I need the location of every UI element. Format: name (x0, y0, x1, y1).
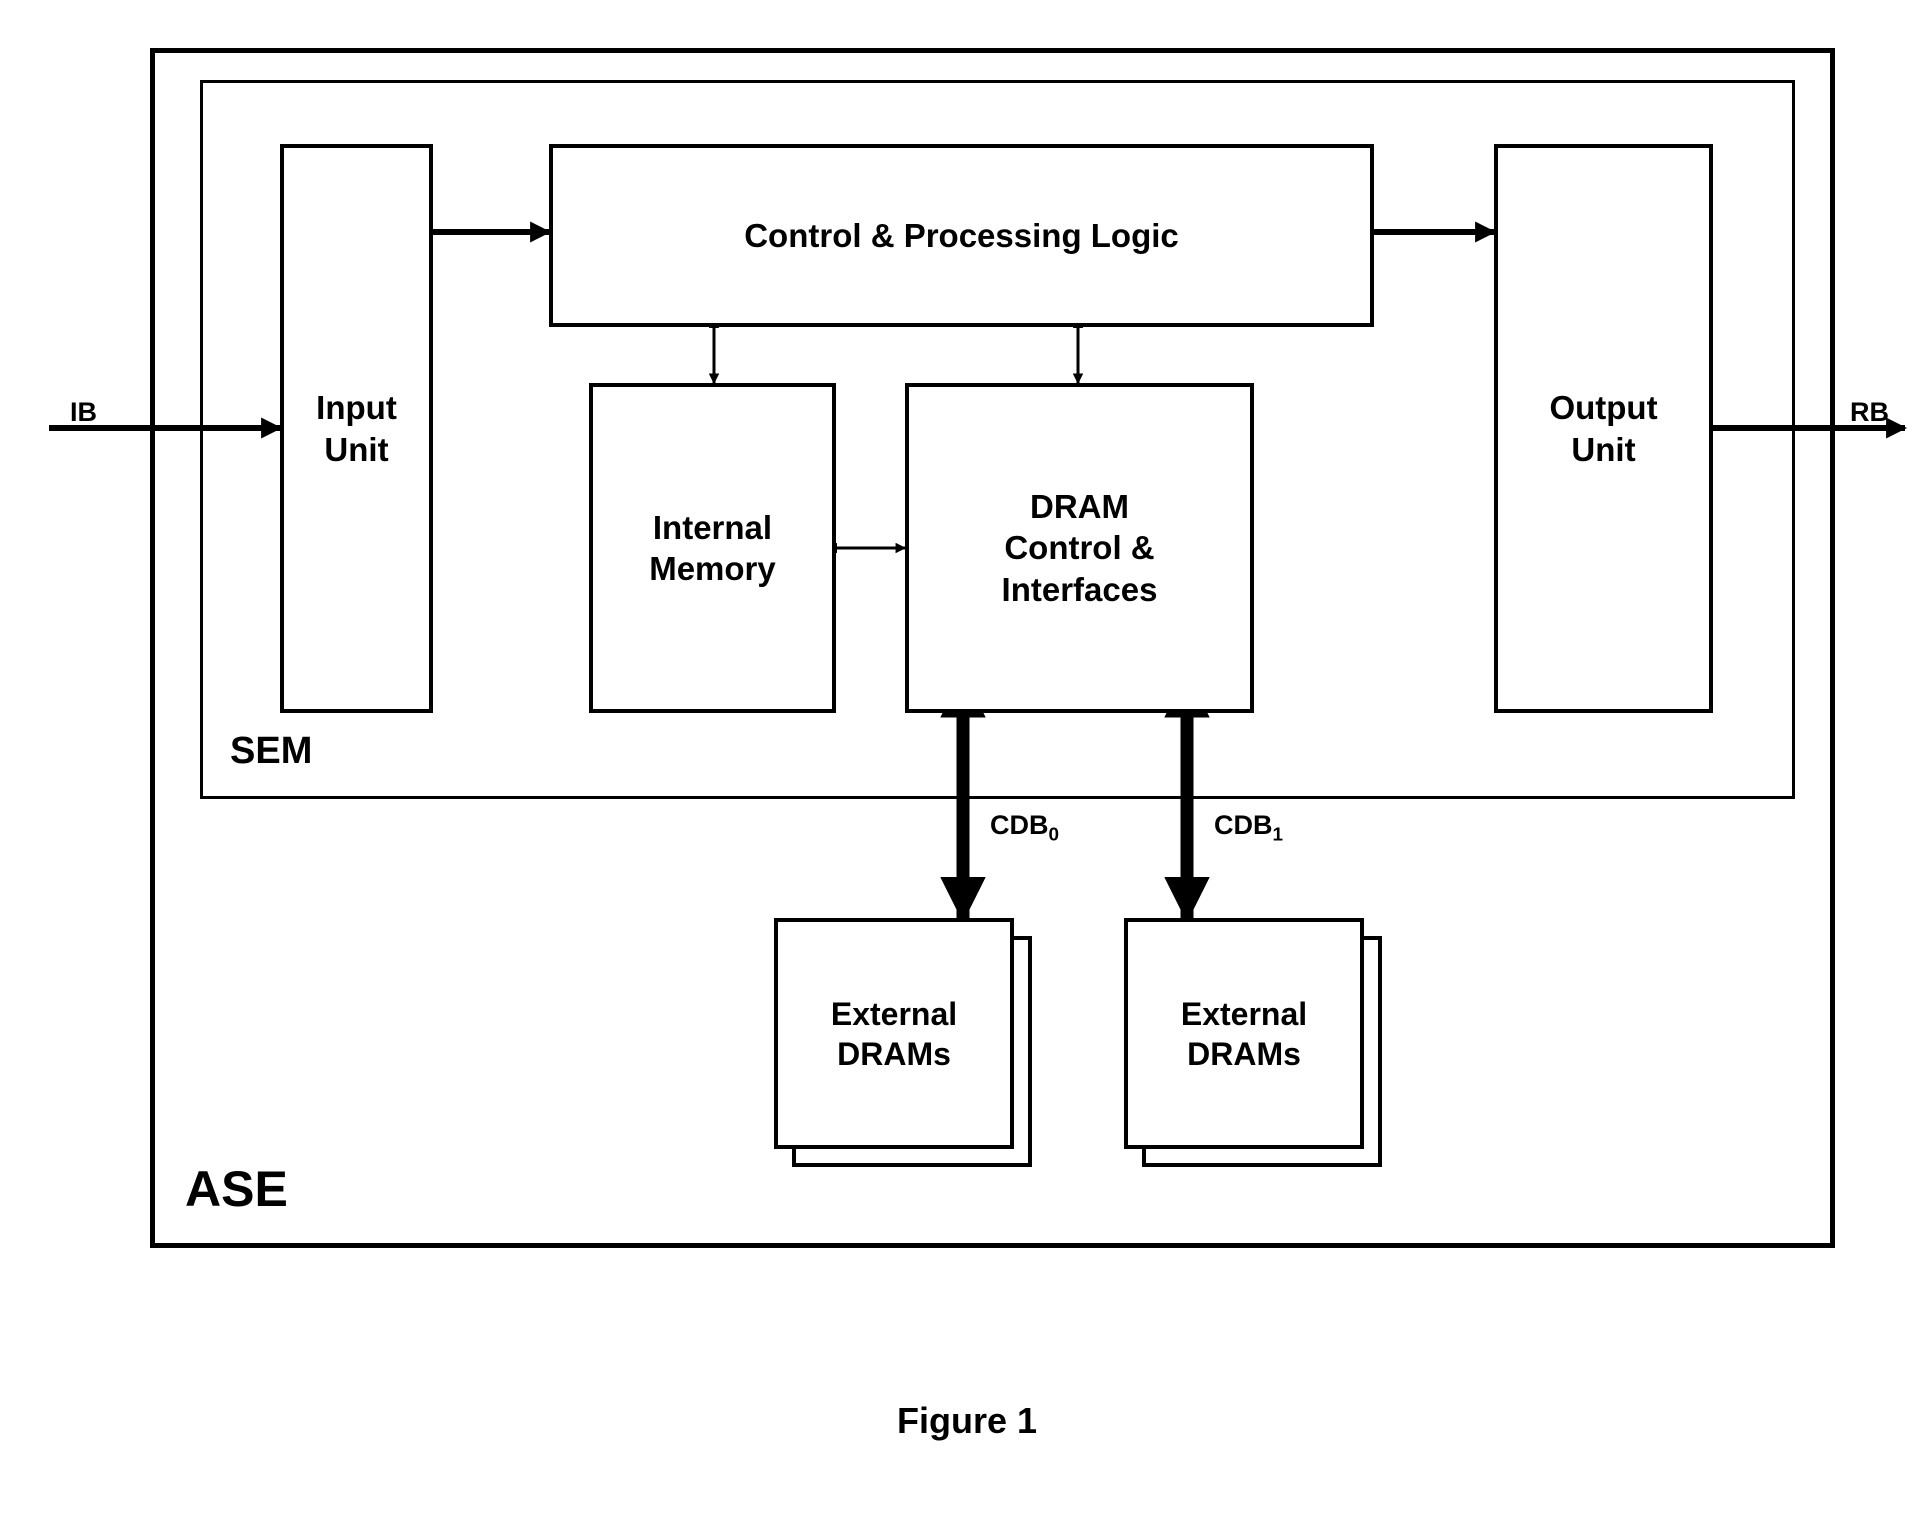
block-output-label: OutputUnit (1549, 387, 1657, 470)
block-dram: DRAMControl &Interfaces (905, 383, 1254, 713)
stack-ext1-label: ExternalDRAMs (1181, 994, 1307, 1074)
block-imem-label: InternalMemory (649, 507, 776, 590)
ase-label: ASE (185, 1160, 288, 1218)
block-cpl: Control & Processing Logic (549, 144, 1374, 327)
RB-label: RB (1850, 397, 1889, 428)
block-input: InputUnit (280, 144, 433, 713)
stack-ext0-label: ExternalDRAMs (831, 994, 957, 1074)
block-cpl-label: Control & Processing Logic (744, 215, 1179, 256)
block-output: OutputUnit (1494, 144, 1713, 713)
diagram-canvas: ASE SEM InputUnit OutputUnit Control & Proce… (0, 0, 1932, 1532)
sem-label: SEM (230, 730, 312, 773)
figure-caption: Figure 1 (897, 1400, 1037, 1442)
IB-label: IB (70, 397, 97, 428)
block-input-label: InputUnit (316, 387, 397, 470)
block-imem: InternalMemory (589, 383, 836, 713)
block-dram-label: DRAMControl &Interfaces (1002, 486, 1158, 610)
stack-ext0: ExternalDRAMs (774, 918, 1014, 1149)
stack-ext1: ExternalDRAMs (1124, 918, 1364, 1149)
